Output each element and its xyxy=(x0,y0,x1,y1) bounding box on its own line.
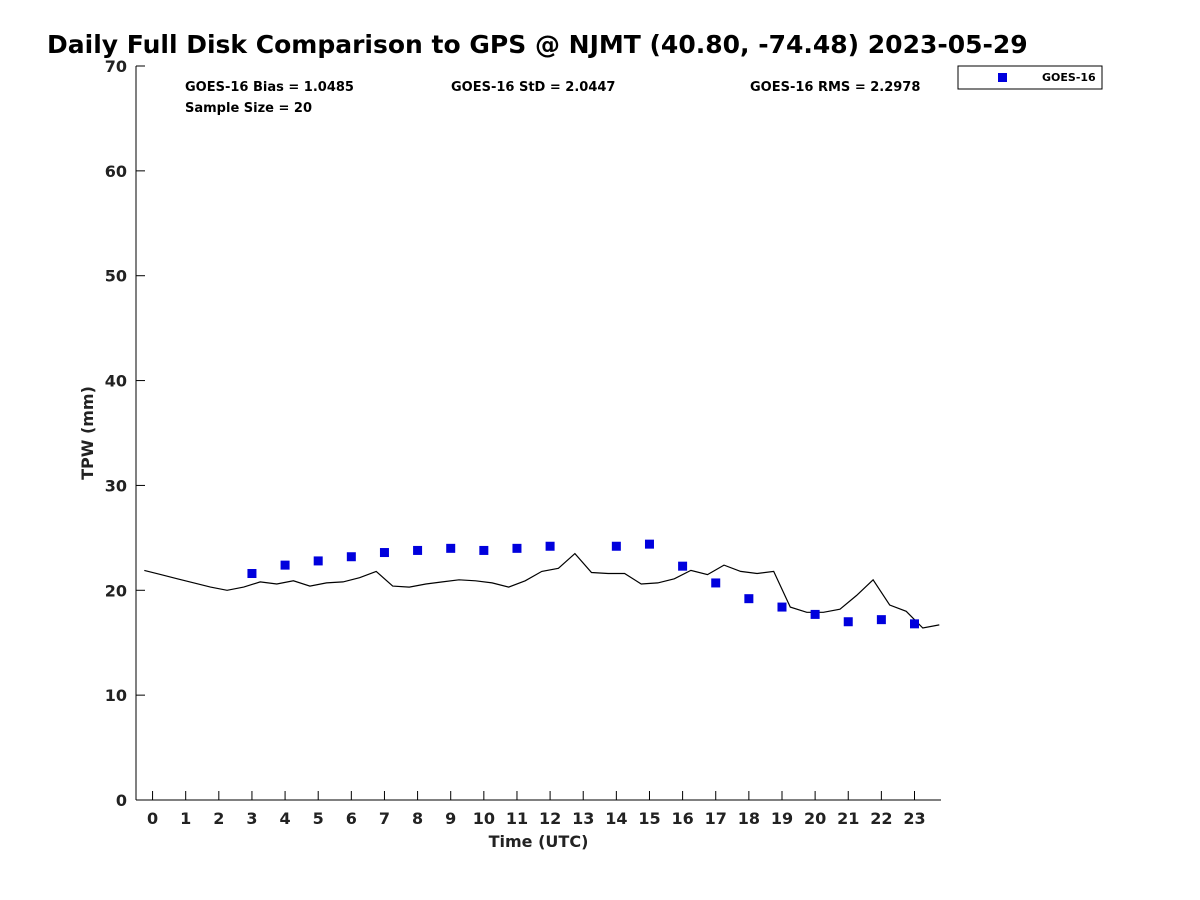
legend-label: GOES-16 xyxy=(1042,71,1096,84)
y-tick-label: 30 xyxy=(105,476,127,495)
x-tick-label: 5 xyxy=(313,809,324,828)
goes16-point xyxy=(843,617,853,627)
x-tick-label: 12 xyxy=(539,809,561,828)
legend: GOES-16 xyxy=(957,65,1103,90)
x-tick-label: 0 xyxy=(147,809,158,828)
goes16-point xyxy=(909,619,919,629)
x-tick-label: 10 xyxy=(473,809,495,828)
x-tick-label: 7 xyxy=(379,809,390,828)
x-tick-label: 8 xyxy=(412,809,423,828)
gps-line-series xyxy=(144,552,940,629)
goes16-point xyxy=(545,541,555,551)
legend-marker xyxy=(998,73,1007,82)
x-tick-label: 6 xyxy=(346,809,357,828)
x-tick-label: 18 xyxy=(738,809,760,828)
y-tick-label: 50 xyxy=(105,267,127,286)
y-tick-label: 10 xyxy=(105,686,127,705)
x-tick-label: 23 xyxy=(903,809,925,828)
y-axis-label: TPW (mm) xyxy=(78,386,97,480)
goes16-point xyxy=(678,561,688,571)
goes16-point xyxy=(777,602,787,612)
y-tick-label: 0 xyxy=(116,791,127,810)
legend-box xyxy=(957,65,1103,90)
x-tick-label: 21 xyxy=(837,809,859,828)
x-tick-label: 11 xyxy=(506,809,528,828)
x-tick-label: 3 xyxy=(246,809,257,828)
x-tick-label: 15 xyxy=(638,809,660,828)
x-tick-label: 4 xyxy=(280,809,291,828)
x-tick-label: 14 xyxy=(605,809,627,828)
goes16-point xyxy=(479,545,489,555)
goes16-point xyxy=(876,615,886,625)
sample-size-stat: Sample Size = 20 xyxy=(185,101,313,116)
goes16-point xyxy=(644,539,654,549)
goes16-point xyxy=(247,569,257,579)
x-tick-label: 17 xyxy=(705,809,727,828)
y-tick-label: 40 xyxy=(105,372,127,391)
x-tick-label: 19 xyxy=(771,809,793,828)
x-tick-label: 20 xyxy=(804,809,826,828)
goes16-point xyxy=(313,556,323,566)
goes16-point xyxy=(413,545,423,555)
rms-stat: GOES-16 RMS = 2.2978 xyxy=(750,80,921,95)
x-tick-label: 13 xyxy=(572,809,594,828)
goes16-marker-series xyxy=(247,539,919,629)
goes16-point xyxy=(611,541,621,551)
goes16-point xyxy=(346,552,356,562)
chart-title: Daily Full Disk Comparison to GPS @ NJMT… xyxy=(47,30,1028,59)
goes16-point xyxy=(512,543,522,553)
y-tick-label: 70 xyxy=(105,57,127,76)
bias-stat: GOES-16 Bias = 1.0485 xyxy=(185,80,354,95)
x-axis-label: Time (UTC) xyxy=(489,832,589,851)
x-tick-label: 22 xyxy=(870,809,892,828)
x-tick-label: 2 xyxy=(213,809,224,828)
goes16-point xyxy=(711,578,721,588)
gps-line xyxy=(144,552,940,629)
goes16-point xyxy=(379,548,389,558)
x-tick-label: 1 xyxy=(180,809,191,828)
goes16-point xyxy=(446,543,456,553)
x-tick-label: 9 xyxy=(445,809,456,828)
y-tick-label: 60 xyxy=(105,162,127,181)
goes16-point xyxy=(280,560,290,570)
x-tick-label: 16 xyxy=(671,809,693,828)
y-tick-label: 20 xyxy=(105,581,127,600)
goes16-point xyxy=(810,609,820,619)
std-stat: GOES-16 StD = 2.0447 xyxy=(451,80,616,95)
goes16-point xyxy=(744,594,754,604)
